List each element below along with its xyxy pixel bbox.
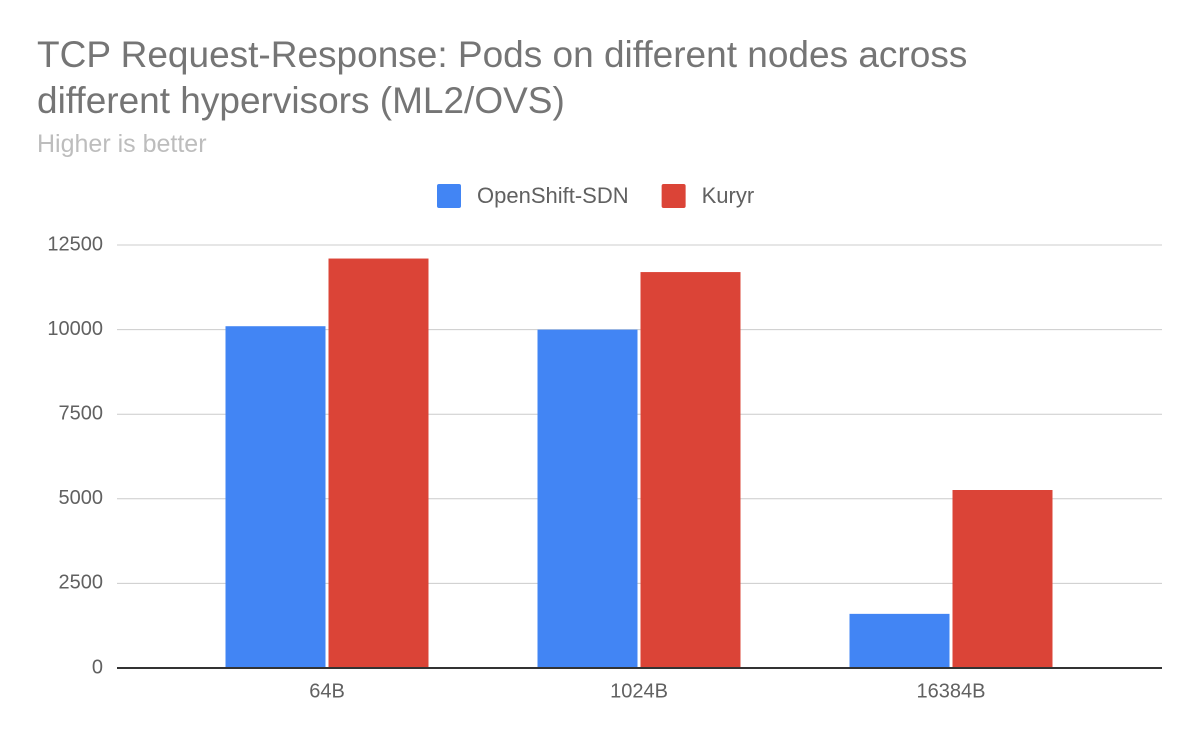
bar [328, 258, 429, 668]
x-tick-label: 16384B [917, 680, 986, 702]
bar [640, 272, 741, 668]
y-tick-label: 5000 [59, 487, 104, 509]
y-tick-label: 7500 [59, 402, 104, 424]
x-tick-label: 64B [309, 680, 345, 702]
y-tick-label: 2500 [59, 572, 104, 594]
legend-label: OpenShift-SDN [477, 183, 629, 208]
bar [537, 329, 638, 668]
legend-label: Kuryr [702, 183, 755, 208]
bar [849, 613, 950, 668]
chart-title: TCP Request-Response: Pods on different … [37, 34, 968, 121]
legend-swatch [661, 184, 686, 208]
chart-subtitle: Higher is better [37, 130, 207, 158]
x-tick-label: 1024B [610, 680, 668, 702]
y-tick-label: 12500 [47, 233, 103, 255]
y-tick-label: 10000 [47, 318, 103, 340]
bar [225, 326, 326, 668]
bar [952, 490, 1053, 668]
y-tick-label: 0 [92, 656, 103, 678]
legend-swatch [437, 184, 461, 208]
